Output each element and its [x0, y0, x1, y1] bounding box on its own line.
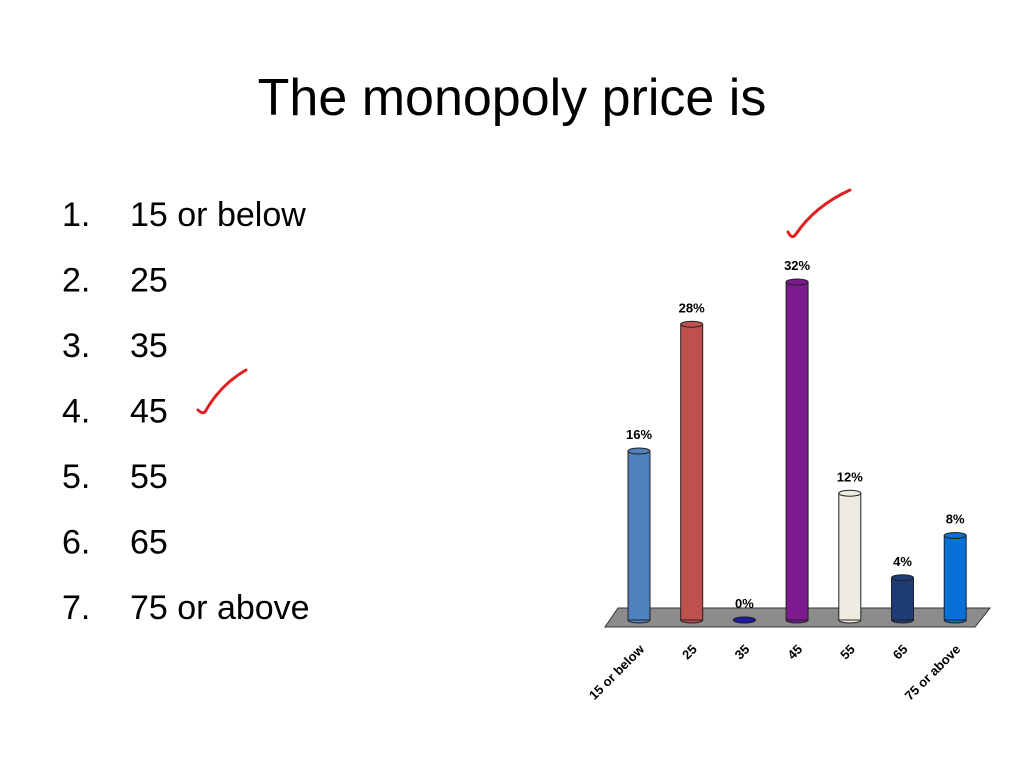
- value-label: 0%: [735, 596, 754, 611]
- value-label: 16%: [626, 427, 652, 442]
- bar-top: [680, 320, 704, 328]
- list-marker: 5.: [62, 458, 90, 496]
- list-text: 15 or below: [130, 196, 306, 234]
- list-marker: 3.: [62, 327, 90, 365]
- bar: [680, 323, 704, 621]
- slide-title: The monopoly price is: [258, 69, 767, 127]
- list-marker: 7.: [62, 589, 90, 627]
- value-label: 4%: [893, 554, 912, 569]
- list-marker: 2.: [62, 262, 90, 300]
- bar-top: [785, 278, 809, 286]
- bar: [943, 535, 967, 621]
- bar: [627, 450, 651, 621]
- list-marker: 6.: [62, 524, 90, 562]
- list-marker: 1.: [62, 196, 90, 234]
- list-text: 25: [130, 262, 168, 300]
- value-label: 28%: [679, 300, 705, 315]
- value-label: 32%: [784, 258, 810, 273]
- bar: [891, 577, 914, 621]
- list-marker: 4.: [62, 393, 90, 431]
- value-label: 12%: [837, 469, 863, 484]
- bar-top: [838, 489, 862, 497]
- value-label: 8%: [946, 512, 965, 527]
- bar-top: [627, 447, 651, 455]
- answer-list: 1. 15 or below 2. 25 3. 35 4. 45 5. 55 6. 65 7. 75 or…: [62, 196, 310, 627]
- bar-top: [891, 574, 914, 582]
- bar: [785, 281, 809, 621]
- list-text: 65: [130, 524, 168, 562]
- list-text: 45: [130, 393, 168, 431]
- list-text: 55: [130, 458, 168, 496]
- bar-top: [943, 532, 967, 539]
- list-text: 35: [130, 327, 168, 365]
- bar-top: [732, 616, 756, 624]
- list-text: 75 or above: [130, 589, 310, 627]
- check-mark: [786, 188, 852, 239]
- bar: [838, 492, 862, 621]
- check-mark: [196, 368, 248, 415]
